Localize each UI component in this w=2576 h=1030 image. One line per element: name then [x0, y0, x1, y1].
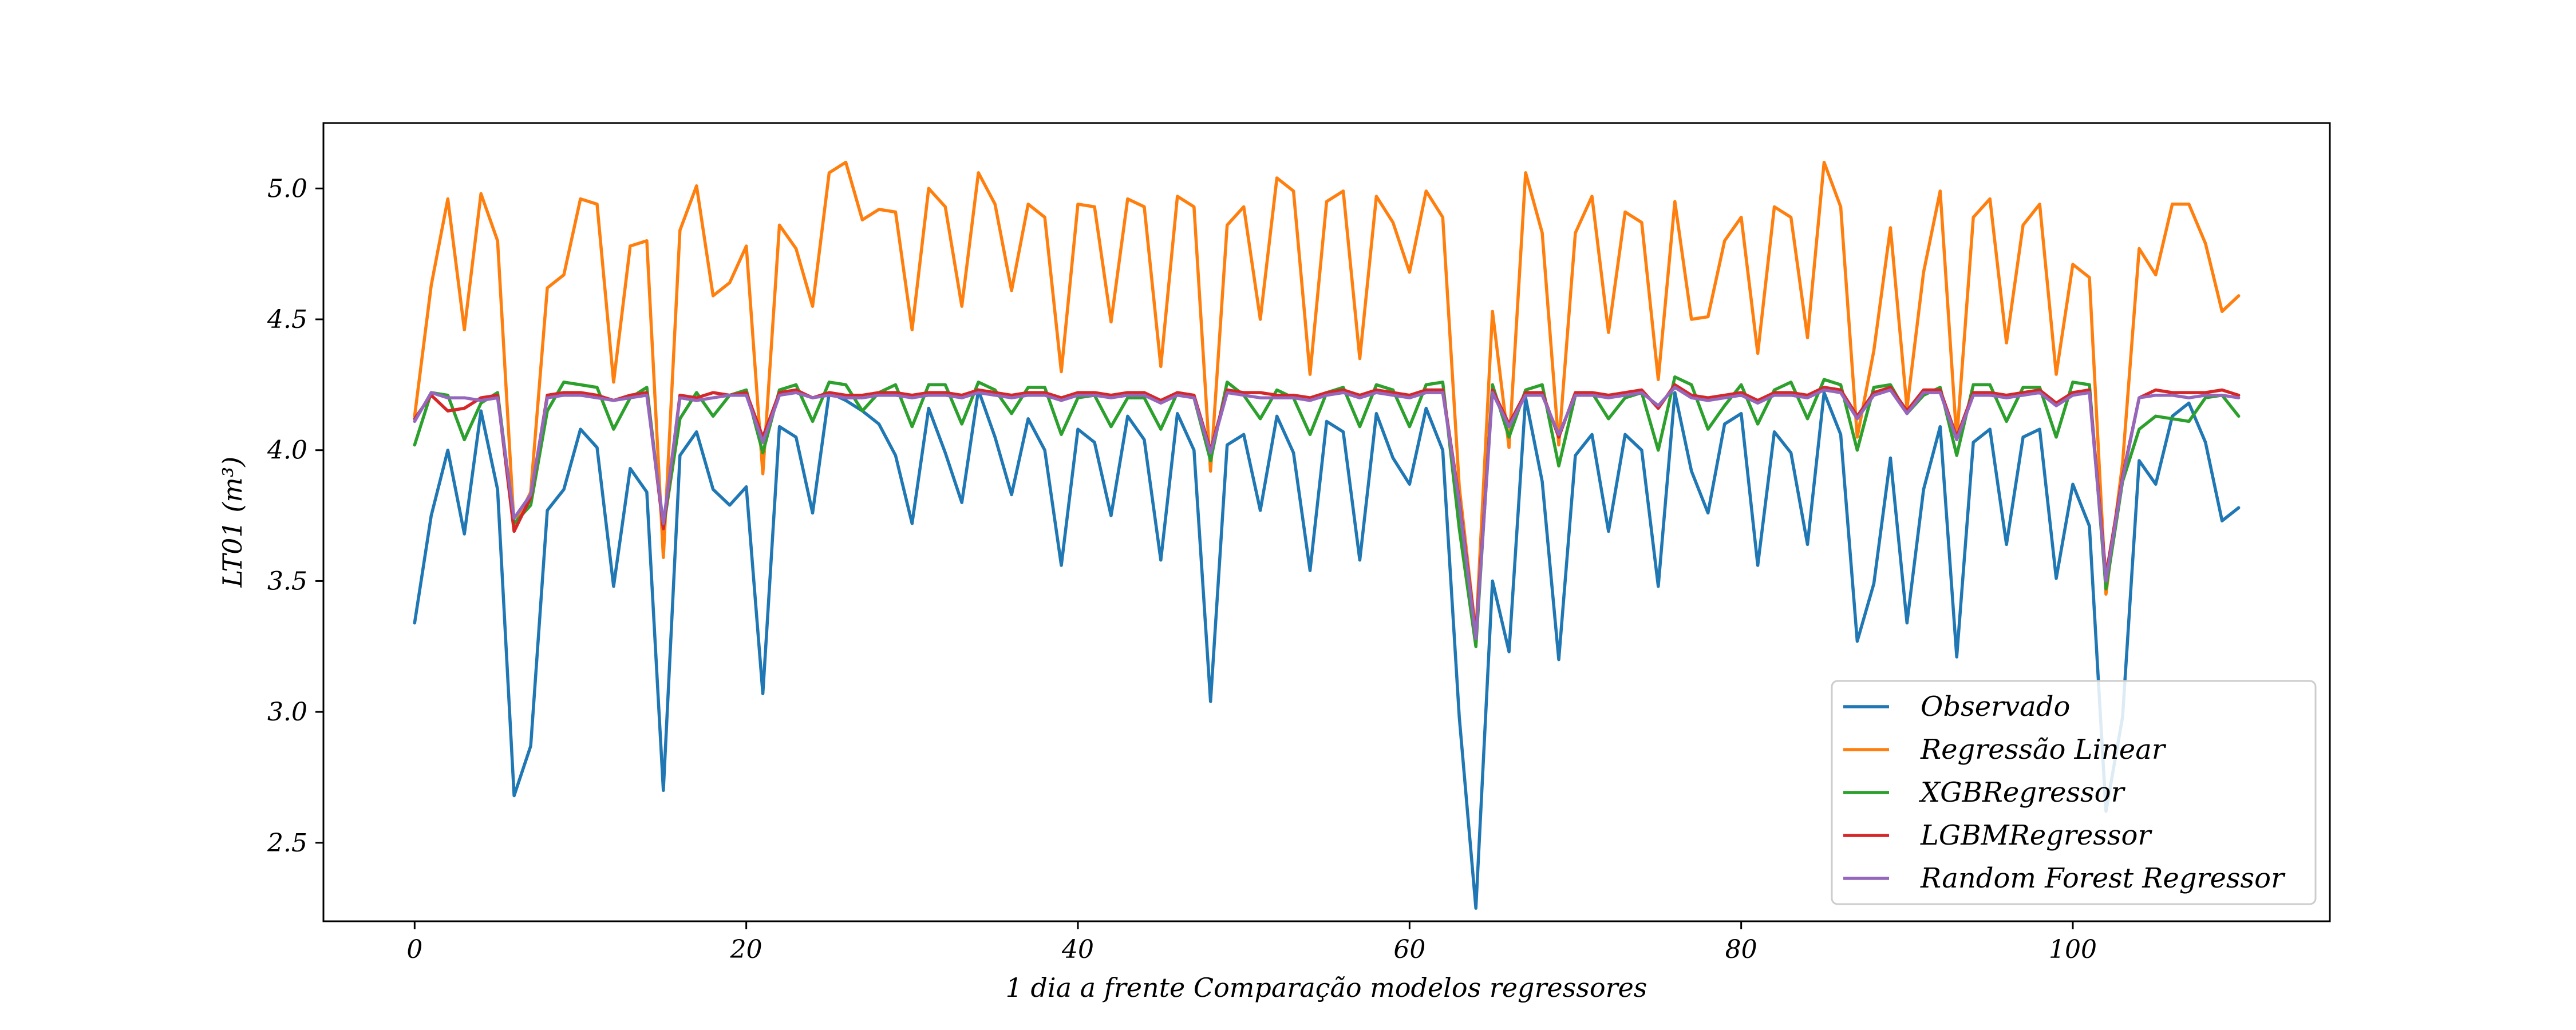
- series-line-0: [413, 388, 2241, 910]
- x-tick-label: 40: [1061, 935, 1094, 964]
- legend-label: Regressão Linear: [1920, 734, 2167, 766]
- x-tick-label: 0: [406, 935, 422, 964]
- legend-box: [1831, 680, 2317, 905]
- legend-label: Random Forest Regressor: [1920, 862, 2286, 894]
- plot-frame: [322, 122, 2331, 922]
- y-tick-label: 3.0: [267, 698, 307, 727]
- legend-label: XGBRegressor: [1918, 777, 2126, 809]
- x-tick-label: 100: [2049, 935, 2097, 964]
- series-layer: [413, 160, 2241, 910]
- y-tick-label: 3.5: [267, 566, 307, 596]
- series-line-1: [413, 160, 2241, 635]
- y-tick-label: 4.5: [267, 305, 307, 334]
- series-line-4: [413, 386, 2241, 640]
- x-tick-label: 60: [1393, 935, 1425, 964]
- legend-label: LGBMRegressor: [1920, 819, 2152, 851]
- y-tick-label: 2.5: [267, 829, 307, 858]
- series-line-3: [413, 383, 2241, 635]
- x-tick-label: 80: [1725, 935, 1757, 964]
- ticks-layer: 0 20 40 60 80 100 2.5 3.0 3.5 4.0 4.5 5.0: [267, 174, 2097, 964]
- y-tick-label: 4.0: [267, 436, 307, 465]
- legend-label: Observado: [1921, 691, 2070, 723]
- y-axis-label: LT01 (m³): [217, 457, 248, 588]
- x-tick-label: 20: [730, 935, 762, 964]
- legend: Observado Regressão Linear XGBRegressor LGB…: [1831, 680, 2317, 905]
- x-axis-label: 1 dia a frente Comparação modelos regres…: [1006, 972, 1647, 1003]
- y-tick-label: 5.0: [267, 174, 307, 203]
